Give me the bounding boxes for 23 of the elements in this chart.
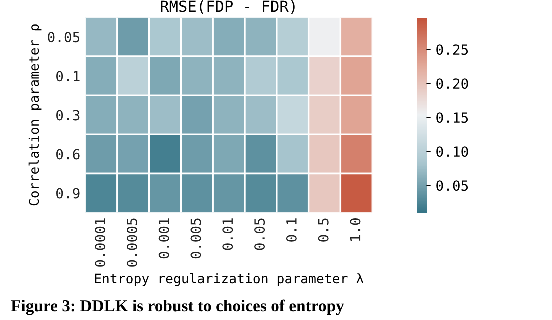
color-bar-label: 0.25 [436,44,468,56]
x-tick-label: 0.0001 [95,218,106,267]
x-tick-label: 0.1 [286,218,297,242]
color-bar-label: 0.15 [436,112,468,124]
y-tick-label: 0.1 [56,71,80,82]
x-tick-label: 0.005 [190,218,202,259]
caption: Figure 3: DDLK is robust to choices of entropy [11,300,344,316]
color-bar-label: 0.05 [436,180,468,192]
x-tick-label: 0.05 [254,218,266,250]
y-tick-label: 0.05 [48,32,80,43]
y-tick-label: 0.6 [56,149,80,160]
y-tick-label: 0.9 [56,188,80,199]
x-tick-label: 0.0005 [126,218,138,267]
y-axis-title: Correlation parameter ρ [28,24,42,206]
color-bar-label: 0.20 [436,78,468,90]
x-tick-label: 0.5 [318,218,329,242]
x-tick-label: 0.01 [222,218,234,250]
y-tick-label: 0.3 [56,110,80,121]
color-bar-label: 0.10 [436,146,468,158]
x-axis-title: Entropy regularization parameter λ [95,273,364,286]
x-tick-label: 0.001 [158,218,170,259]
x-tick-label: 1.0 [350,218,361,242]
chart-title: RMSE(FDP - FDR) [161,0,295,14]
